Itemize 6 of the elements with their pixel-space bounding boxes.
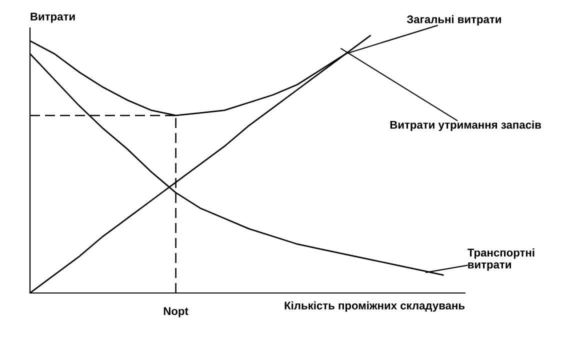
text: Витрати утримання запасів bbox=[390, 120, 541, 131]
text: Транспортні витрати bbox=[468, 248, 534, 271]
x-axis-title: Кількість проміжних складувань bbox=[284, 301, 465, 312]
text: Nopt bbox=[164, 307, 188, 318]
y-axis-title: Витрати bbox=[30, 12, 75, 23]
text: Загальні витрати bbox=[406, 15, 501, 26]
